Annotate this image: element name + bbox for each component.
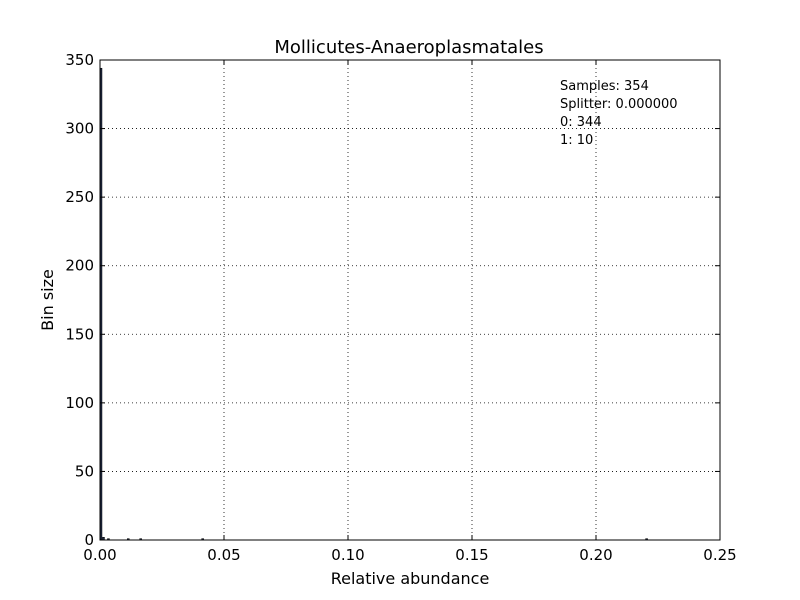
grid-lines: [100, 60, 720, 540]
annotation-count-0: 0: 344: [560, 115, 602, 130]
y-tick-label: 50: [75, 462, 94, 480]
y-tick-label: 250: [65, 188, 94, 206]
axis-ticks: [99, 59, 721, 541]
x-tick-labels: 0.00 0.05 0.10 0.15 0.20 0.25: [83, 546, 736, 564]
chart-title: Mollicutes-Anaeroplasmatales: [274, 37, 543, 58]
y-tick-label: 300: [65, 120, 94, 138]
annotation-count-1: 1: 10: [560, 133, 593, 148]
y-tick-label: 100: [65, 394, 94, 412]
y-tick-labels: 0 50 100 150 200 250 300 350: [65, 51, 94, 549]
y-tick-label: 200: [65, 257, 94, 275]
plot-frame: [99, 59, 721, 541]
y-tick-label: 150: [65, 325, 94, 343]
x-axis-label: Relative abundance: [331, 569, 490, 588]
x-tick-label: 0.15: [455, 546, 488, 564]
y-tick-label: 0: [84, 531, 94, 549]
stats-annotation: Samples: 354 Splitter: 0.000000 0: 344 1…: [560, 79, 678, 148]
x-tick-label: 0.00: [83, 546, 116, 564]
annotation-samples: Samples: 354: [560, 79, 649, 94]
x-tick-label: 0.20: [579, 546, 612, 564]
annotation-splitter: Splitter: 0.000000: [560, 97, 678, 112]
x-tick-label: 0.25: [703, 546, 736, 564]
y-axis-label: Bin size: [38, 269, 57, 331]
x-tick-label: 0.10: [331, 546, 364, 564]
y-tick-label: 350: [65, 51, 94, 69]
x-tick-label: 0.05: [207, 546, 240, 564]
